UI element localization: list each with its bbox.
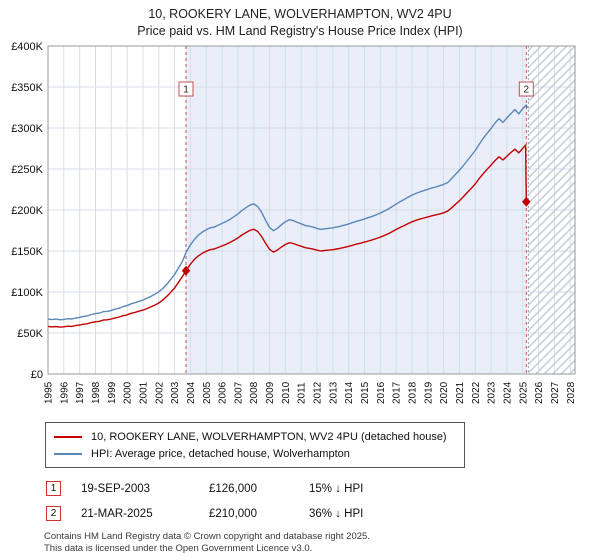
sale-2-marker: 2	[46, 506, 61, 521]
svg-text:2013: 2013	[328, 381, 339, 404]
sale-1-hpi-delta: 15% ↓ HPI	[309, 482, 364, 495]
svg-text:2025: 2025	[518, 381, 529, 404]
svg-text:£0: £0	[31, 369, 43, 381]
svg-text:2006: 2006	[218, 381, 229, 404]
svg-text:2001: 2001	[139, 381, 150, 404]
svg-text:£100K: £100K	[11, 287, 43, 299]
sale-1-date: 19-SEP-2003	[81, 482, 151, 495]
svg-text:2017: 2017	[392, 381, 403, 404]
svg-text:2012: 2012	[313, 381, 324, 404]
legend-item-hpi: HPI: Average price, detached house, Wolv…	[54, 445, 456, 462]
svg-text:1999: 1999	[107, 381, 118, 404]
price-chart: 1 2 £0 £50K £100K £150K £200K £250K £300K £350K £4…	[11, 41, 577, 404]
svg-text:2009: 2009	[265, 381, 276, 404]
svg-text:2002: 2002	[154, 381, 165, 404]
svg-text:2010: 2010	[281, 381, 292, 404]
svg-text:2019: 2019	[423, 381, 434, 404]
svg-text:2028: 2028	[566, 381, 577, 404]
svg-text:2008: 2008	[249, 381, 260, 404]
svg-text:1996: 1996	[59, 381, 70, 404]
legend-line-blue	[54, 452, 82, 455]
svg-text:2026: 2026	[534, 381, 545, 404]
legend-line-red	[54, 435, 82, 438]
sale-row-2: 2 21-MAR-2025 £210,000 36% ↓ HPI	[46, 506, 600, 521]
sale-2-hpi-delta: 36% ↓ HPI	[309, 507, 364, 520]
svg-text:2020: 2020	[439, 381, 450, 404]
svg-text:2016: 2016	[376, 381, 387, 404]
svg-text:2024: 2024	[502, 381, 513, 404]
svg-text:2000: 2000	[123, 381, 134, 404]
svg-text:2018: 2018	[408, 381, 419, 404]
legend: 10, ROOKERY LANE, WOLVERHAMPTON, WV2 4PU…	[45, 422, 465, 468]
svg-text:2023: 2023	[487, 381, 498, 404]
footer-line-1: Contains HM Land Registry data © Crown c…	[44, 531, 370, 542]
svg-text:2004: 2004	[186, 381, 197, 404]
svg-text:£150K: £150K	[11, 246, 43, 258]
sale-2-price: £210,000	[209, 507, 257, 520]
svg-text:2022: 2022	[471, 381, 482, 404]
legend-label: 10, ROOKERY LANE, WOLVERHAMPTON, WV2 4PU…	[91, 430, 447, 443]
sale-2-date: 21-MAR-2025	[81, 507, 153, 520]
footer-line-2: This data is licensed under the Open Gov…	[44, 542, 313, 554]
sale-row-1: 1 19-SEP-2003 £126,000 15% ↓ HPI	[46, 481, 600, 496]
sale-1-marker: 1	[46, 481, 61, 496]
sale-annotations: 1 19-SEP-2003 £126,000 15% ↓ HPI 2 21-MA…	[46, 481, 600, 521]
svg-text:2011: 2011	[297, 382, 308, 404]
copyright-footer: Contains HM Land Registry data © Crown c…	[44, 531, 600, 554]
legend-item-property: 10, ROOKERY LANE, WOLVERHAMPTON, WV2 4PU…	[54, 428, 456, 445]
svg-text:1997: 1997	[75, 381, 86, 404]
svg-text:2007: 2007	[233, 381, 244, 404]
svg-text:2021: 2021	[455, 381, 466, 404]
svg-text:1995: 1995	[44, 381, 55, 404]
legend-label: HPI: Average price, detached house, Wolv…	[91, 447, 350, 460]
svg-text:2005: 2005	[202, 381, 213, 404]
svg-text:£350K: £350K	[11, 82, 43, 94]
svg-text:£250K: £250K	[11, 164, 43, 176]
svg-text:2027: 2027	[550, 381, 561, 404]
svg-text:2: 2	[524, 85, 530, 96]
page-subtitle: Price paid vs. HM Land Registry's House …	[137, 24, 463, 38]
svg-text:2015: 2015	[360, 381, 371, 404]
svg-text:£200K: £200K	[11, 205, 43, 217]
svg-text:1: 1	[183, 85, 189, 96]
svg-text:£50K: £50K	[17, 328, 43, 340]
svg-text:£300K: £300K	[11, 123, 43, 135]
svg-text:£400K: £400K	[11, 41, 43, 53]
svg-text:1998: 1998	[91, 381, 102, 404]
svg-text:2003: 2003	[170, 381, 181, 404]
page-title: 10, ROOKERY LANE, WOLVERHAMPTON, WV2 4PU	[148, 7, 452, 21]
sale-1-price: £126,000	[209, 482, 257, 495]
svg-text:2014: 2014	[344, 381, 355, 404]
